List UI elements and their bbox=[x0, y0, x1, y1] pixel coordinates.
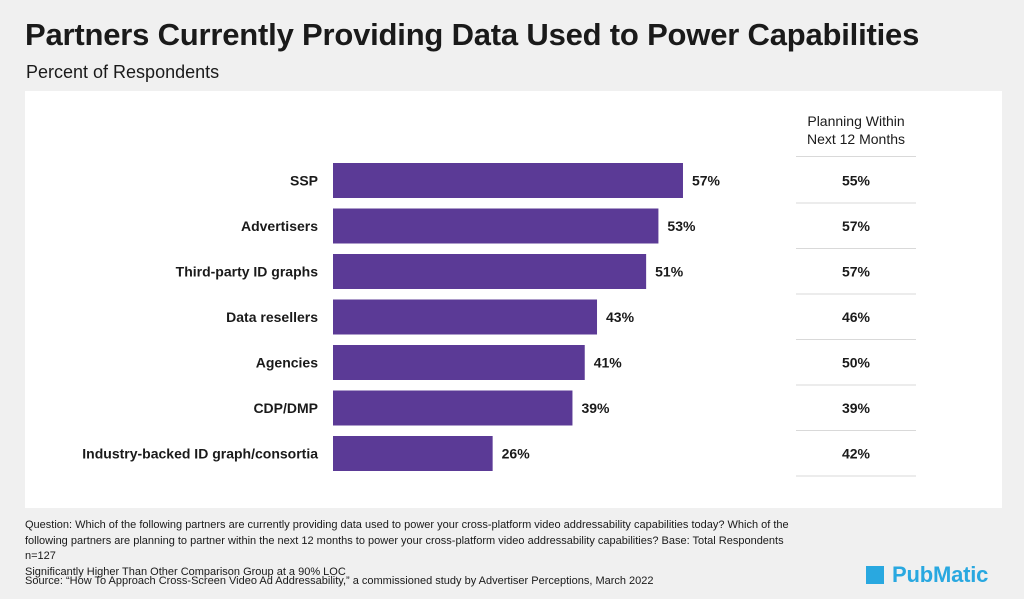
footnote: Question: Which of the following partner… bbox=[25, 518, 815, 580]
bar bbox=[333, 163, 683, 198]
planning-value: 57% bbox=[842, 218, 871, 234]
chart-title: Partners Currently Providing Data Used t… bbox=[25, 17, 920, 52]
bar bbox=[333, 208, 659, 244]
planning-value: 39% bbox=[842, 400, 871, 416]
logo-text: PubMatic bbox=[892, 562, 989, 587]
chart-subtitle: Percent of Respondents bbox=[26, 62, 220, 82]
category-label: SSP bbox=[290, 173, 318, 189]
bar-value-label: 53% bbox=[667, 218, 696, 234]
pubmatic-logo: PubMatic bbox=[866, 562, 988, 588]
planning-header-line-1: Planning Within bbox=[807, 113, 905, 129]
square-mark-icon bbox=[866, 566, 884, 584]
planning-value: 50% bbox=[842, 355, 871, 371]
category-label: Third-party ID graphs bbox=[176, 264, 319, 280]
bar bbox=[333, 345, 585, 380]
planning-value: 42% bbox=[842, 446, 871, 462]
bar bbox=[333, 299, 598, 335]
planning-value: 46% bbox=[842, 309, 871, 325]
chart-panel: SSP 57% 55% Advertisers 53% 57% Third-party ID… bbox=[25, 91, 1002, 508]
category-label: Agencies bbox=[256, 355, 318, 371]
footnote-significance: Significantly Higher Than Other Comparis… bbox=[25, 565, 346, 578]
planning-value: 55% bbox=[842, 173, 871, 189]
bar-chart: SSP 57% 55% Advertisers 53% 57% Third-party ID… bbox=[82, 156, 916, 477]
category-label: CDP/DMP bbox=[253, 400, 318, 416]
bar-value-label: 51% bbox=[655, 264, 684, 280]
bar-value-label: 26% bbox=[502, 446, 531, 462]
category-label: Advertisers bbox=[241, 218, 318, 234]
bar bbox=[333, 254, 647, 289]
bar bbox=[333, 436, 493, 471]
planning-value: 57% bbox=[842, 264, 871, 280]
footnote-question: Question: Which of the following partner… bbox=[25, 519, 789, 562]
category-label: Industry-backed ID graph/consortia bbox=[82, 446, 318, 462]
bar-value-label: 57% bbox=[692, 173, 721, 189]
bar-value-label: 41% bbox=[594, 355, 623, 371]
bar bbox=[333, 390, 573, 426]
planning-column-header: Planning Within Next 12 Months bbox=[796, 112, 916, 148]
footnote-source: Source: “How To Approach Cross-Screen Vi… bbox=[25, 575, 654, 587]
bar-value-label: 43% bbox=[606, 309, 635, 325]
planning-header-line-2: Next 12 Months bbox=[806, 131, 906, 147]
bar-value-label: 39% bbox=[581, 400, 610, 416]
category-label: Data resellers bbox=[226, 309, 318, 325]
